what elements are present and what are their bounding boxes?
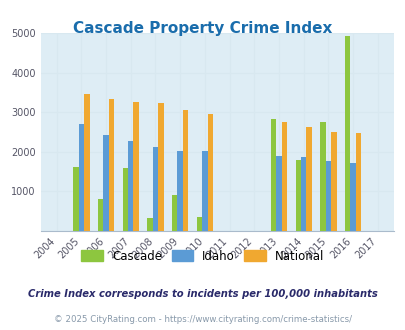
Legend: Cascade, Idaho, National: Cascade, Idaho, National xyxy=(78,246,327,266)
Bar xyxy=(344,36,350,231)
Bar xyxy=(270,119,275,231)
Bar xyxy=(152,148,158,231)
Bar xyxy=(103,135,109,231)
Bar xyxy=(196,217,202,231)
Bar xyxy=(79,124,84,231)
Bar xyxy=(355,133,360,231)
Bar xyxy=(133,102,139,231)
Bar xyxy=(147,218,152,231)
Bar xyxy=(202,150,207,231)
Bar xyxy=(84,94,89,231)
Bar xyxy=(350,163,355,231)
Bar xyxy=(306,127,311,231)
Text: Crime Index corresponds to incidents per 100,000 inhabitants: Crime Index corresponds to incidents per… xyxy=(28,289,377,299)
Bar xyxy=(158,104,163,231)
Bar xyxy=(207,114,213,231)
Bar xyxy=(172,195,177,231)
Text: © 2025 CityRating.com - https://www.cityrating.com/crime-statistics/: © 2025 CityRating.com - https://www.city… xyxy=(54,315,351,324)
Bar xyxy=(330,132,336,231)
Bar xyxy=(325,161,330,231)
Bar xyxy=(320,122,325,231)
Text: Cascade Property Crime Index: Cascade Property Crime Index xyxy=(73,21,332,36)
Bar xyxy=(281,122,286,231)
Bar xyxy=(122,168,128,231)
Bar xyxy=(109,99,114,231)
Bar xyxy=(73,167,79,231)
Bar xyxy=(275,156,281,231)
Bar xyxy=(98,199,103,231)
Bar xyxy=(295,160,300,231)
Bar xyxy=(300,156,306,231)
Bar xyxy=(177,150,182,231)
Bar xyxy=(182,110,188,231)
Bar xyxy=(128,141,133,231)
